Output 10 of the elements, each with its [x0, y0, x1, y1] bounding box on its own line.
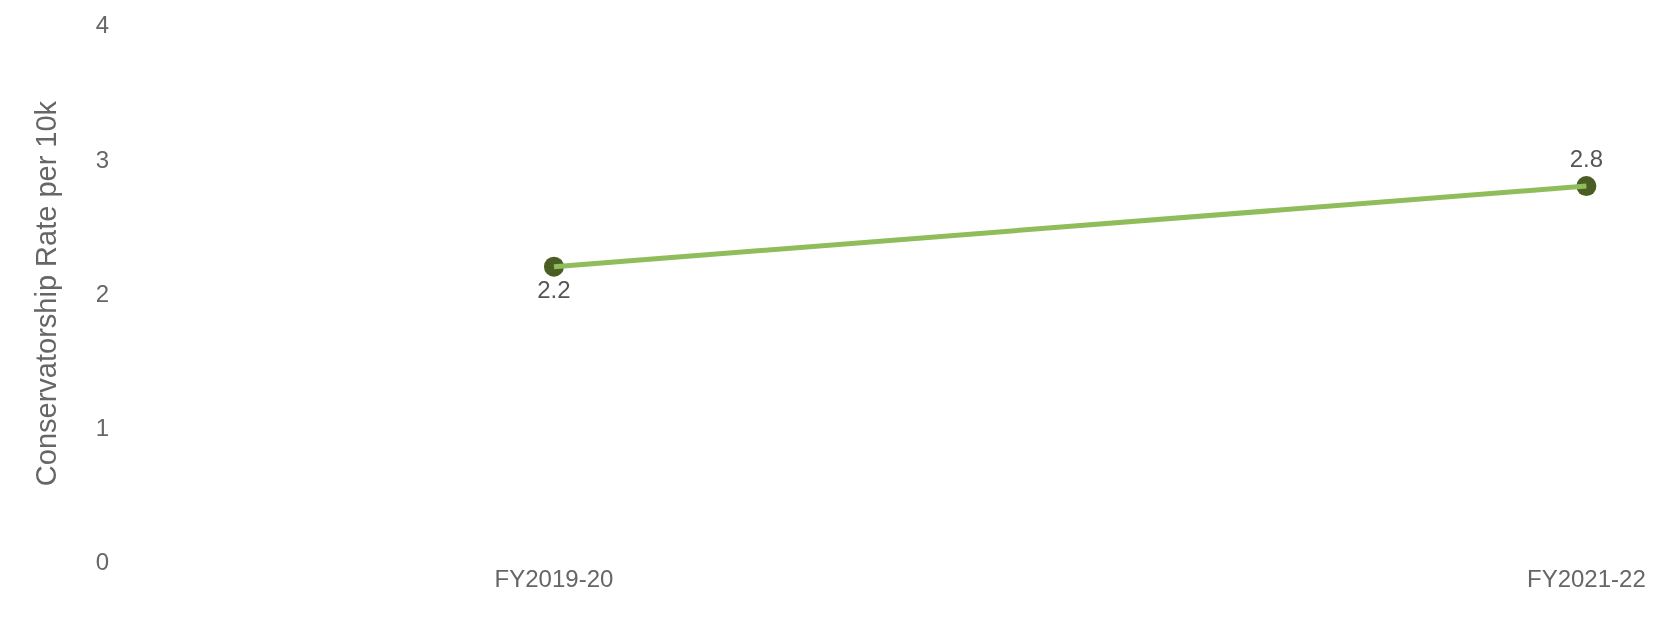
data-label: 2.2 — [537, 276, 571, 304]
y-tick-label: 3 — [95, 145, 109, 173]
y-tick-label: 4 — [95, 11, 109, 39]
y-tick-label: 0 — [95, 548, 109, 576]
data-label: 2.8 — [1569, 144, 1604, 172]
y-axis-title: Conservatorship Rate per 10k — [29, 100, 62, 487]
y-tick-label: 2 — [95, 279, 109, 307]
x-tick-label: FY2021-22 — [1527, 565, 1646, 592]
y-tick-label: 1 — [95, 414, 109, 442]
x-tick-label: FY2019-20 — [494, 565, 614, 592]
